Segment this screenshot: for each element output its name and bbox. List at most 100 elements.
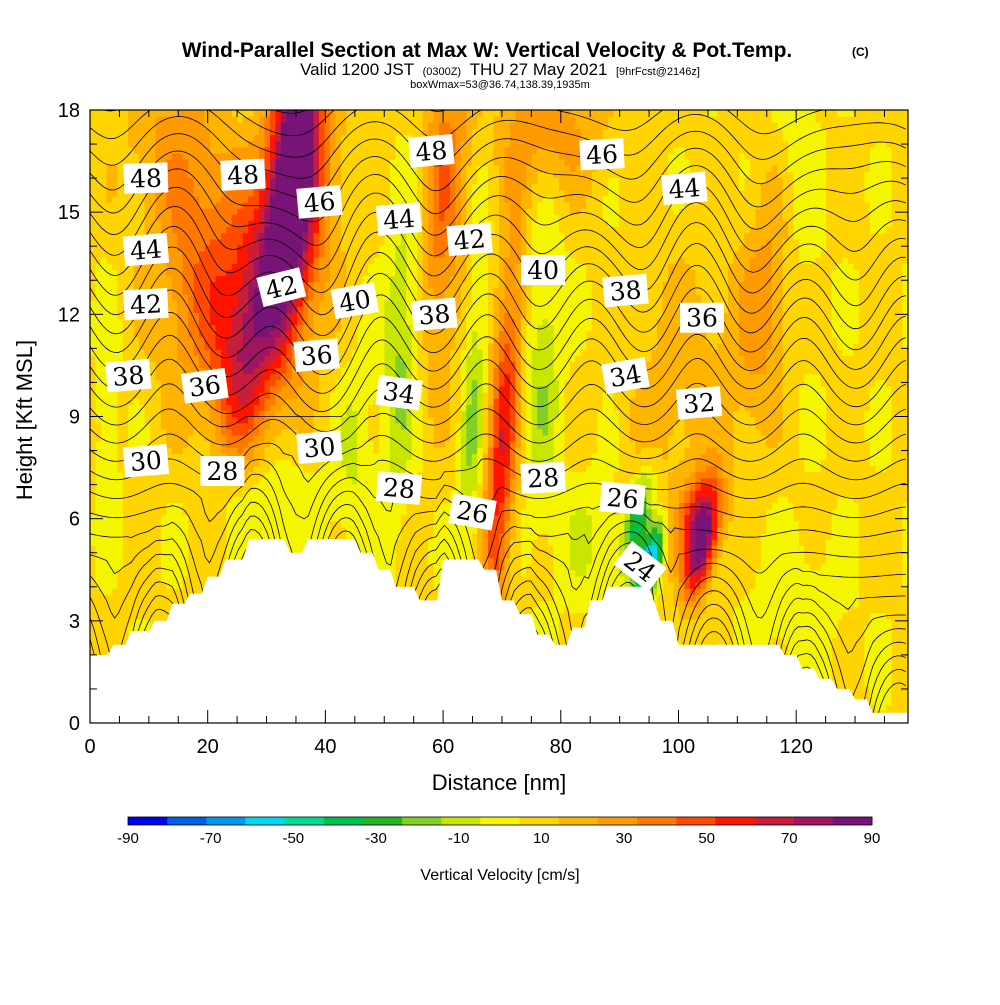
velocity-cell xyxy=(313,508,320,516)
velocity-cell xyxy=(199,287,206,295)
velocity-cell xyxy=(182,275,189,283)
velocity-cell xyxy=(204,404,211,411)
velocity-cell xyxy=(100,152,107,160)
velocity-cell xyxy=(346,465,353,473)
velocity-cell xyxy=(166,293,173,301)
velocity-cell xyxy=(308,146,315,154)
velocity-cell xyxy=(160,502,167,510)
velocity-cell xyxy=(160,201,167,209)
velocity-cell xyxy=(237,514,244,522)
velocity-cell xyxy=(313,134,320,142)
velocity-cell xyxy=(166,330,173,338)
velocity-cell xyxy=(122,539,129,546)
velocity-cell xyxy=(291,171,298,179)
velocity-cell xyxy=(302,483,309,491)
velocity-cell xyxy=(95,122,102,129)
velocity-cell xyxy=(106,342,113,350)
velocity-cell xyxy=(248,398,255,405)
velocity-cell xyxy=(144,152,151,160)
velocity-cell xyxy=(242,422,249,430)
velocity-cell xyxy=(117,545,124,552)
velocity-cell xyxy=(291,379,298,387)
velocity-cell xyxy=(122,355,129,362)
velocity-cell xyxy=(171,483,178,491)
velocity-cell xyxy=(346,416,353,424)
velocity-cell xyxy=(340,502,347,510)
velocity-cell xyxy=(226,502,233,510)
velocity-cell xyxy=(117,465,124,473)
velocity-cell xyxy=(182,422,189,430)
velocity-cell xyxy=(346,214,353,221)
velocity-cell xyxy=(95,514,102,522)
velocity-cell xyxy=(95,250,102,258)
velocity-cell xyxy=(193,416,200,424)
velocity-cell xyxy=(117,257,124,264)
velocity-cell xyxy=(149,575,157,583)
velocity-cell xyxy=(351,146,358,154)
velocity-cell xyxy=(199,318,206,326)
velocity-cell xyxy=(340,275,347,283)
velocity-cell xyxy=(357,183,364,191)
velocity-cell xyxy=(324,367,331,375)
velocity-cell xyxy=(149,520,157,528)
velocity-cell xyxy=(90,624,97,632)
velocity-cell xyxy=(193,263,200,270)
velocity-cell xyxy=(155,269,162,277)
velocity-cell xyxy=(199,177,206,185)
velocity-cell xyxy=(302,398,309,405)
velocity-cell xyxy=(182,459,189,467)
velocity-cell xyxy=(155,502,162,510)
velocity-cell xyxy=(269,140,277,148)
velocity-cell xyxy=(199,128,206,136)
velocity-cell xyxy=(188,244,195,252)
velocity-cell xyxy=(133,557,140,565)
velocity-cell xyxy=(253,189,260,197)
velocity-cell xyxy=(106,300,113,307)
velocity-cell xyxy=(95,177,102,185)
velocity-cell xyxy=(346,146,353,154)
velocity-cell xyxy=(193,477,200,485)
velocity-cell xyxy=(90,293,97,301)
velocity-cell xyxy=(237,275,244,283)
velocity-cell xyxy=(182,557,189,565)
velocity-cell xyxy=(128,324,135,332)
velocity-cell xyxy=(111,618,118,626)
velocity-cell xyxy=(302,477,309,485)
velocity-cell xyxy=(209,490,217,497)
velocity-cell xyxy=(204,238,211,246)
velocity-cell xyxy=(215,410,222,418)
velocity-cell xyxy=(133,600,140,608)
velocity-cell xyxy=(133,214,140,221)
velocity-cell xyxy=(335,146,342,154)
velocity-cell xyxy=(248,373,255,381)
velocity-cell xyxy=(269,502,277,510)
velocity-cell xyxy=(209,330,217,338)
velocity-cell xyxy=(220,520,227,528)
velocity-cell xyxy=(171,563,178,571)
velocity-cell xyxy=(264,152,271,160)
velocity-cell xyxy=(286,324,293,332)
velocity-cell xyxy=(319,232,326,240)
velocity-cell xyxy=(90,649,97,657)
velocity-cell xyxy=(340,110,347,117)
velocity-cell xyxy=(357,410,364,418)
velocity-cell xyxy=(117,551,124,559)
velocity-cell xyxy=(111,146,118,154)
velocity-cell xyxy=(280,110,287,117)
velocity-cell xyxy=(117,557,124,565)
velocity-cell xyxy=(133,324,140,332)
velocity-cell xyxy=(90,416,97,424)
velocity-cell xyxy=(149,588,157,595)
velocity-cell xyxy=(286,404,293,411)
velocity-cell xyxy=(351,477,358,485)
velocity-cell xyxy=(144,508,151,516)
velocity-cell xyxy=(297,220,304,228)
velocity-cell xyxy=(139,490,146,497)
velocity-cell xyxy=(155,404,162,411)
velocity-cell xyxy=(269,232,277,240)
velocity-cell xyxy=(302,428,309,436)
velocity-cell xyxy=(297,410,304,418)
velocity-cell xyxy=(155,490,162,497)
velocity-cell xyxy=(139,416,146,424)
velocity-cell xyxy=(171,459,178,467)
